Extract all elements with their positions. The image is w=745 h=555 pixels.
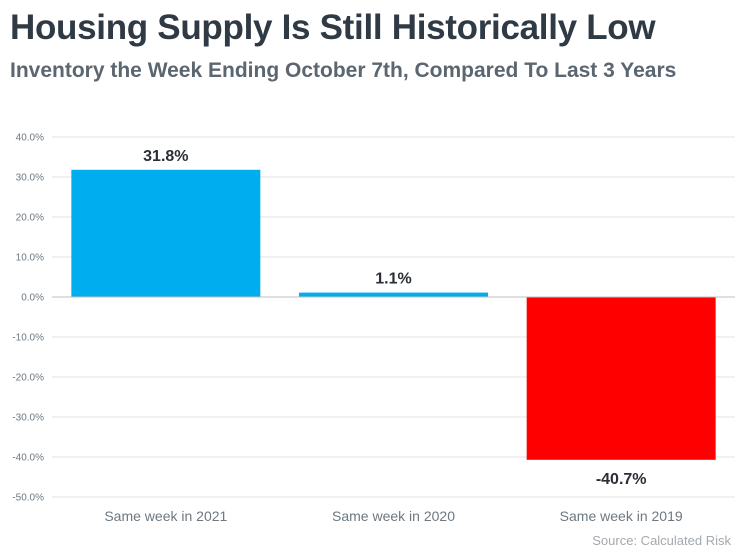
data-label: 31.8% bbox=[143, 148, 188, 165]
y-tick-label: -40.0% bbox=[12, 453, 44, 464]
x-category-label: Same week in 2020 bbox=[332, 508, 455, 524]
y-tick-label: 20.0% bbox=[16, 213, 44, 224]
data-labels: 31.8% 1.1% -40.7% bbox=[143, 148, 646, 488]
data-label: 1.1% bbox=[375, 271, 411, 288]
y-axis-tick-labels: 40.0% 30.0% 20.0% 10.0% 0.0% -10.0% -20.0% -30.… bbox=[12, 133, 44, 504]
bars bbox=[71, 169, 716, 460]
bar bbox=[526, 297, 716, 460]
y-tick-label: -30.0% bbox=[12, 413, 44, 424]
y-tick-label: 40.0% bbox=[16, 133, 44, 144]
y-tick-label: 30.0% bbox=[16, 173, 44, 184]
source-note: Source: Calculated Risk bbox=[592, 533, 731, 548]
chart-subtitle: Inventory the Week Ending October 7th, C… bbox=[10, 59, 677, 82]
x-category-label: Same week in 2019 bbox=[560, 508, 683, 524]
y-tick-label: 0.0% bbox=[21, 293, 44, 304]
bar bbox=[299, 292, 488, 297]
x-category-label: Same week in 2021 bbox=[104, 508, 227, 524]
data-label: -40.7% bbox=[596, 471, 647, 488]
x-axis-category-labels: Same week in 2021 Same week in 2020 Same w… bbox=[104, 508, 683, 524]
y-tick-label: 10.0% bbox=[16, 253, 44, 264]
chart-title: Housing Supply Is Still Historically Low bbox=[10, 8, 656, 47]
y-tick-label: -20.0% bbox=[12, 373, 44, 384]
y-tick-label: -50.0% bbox=[12, 493, 44, 504]
y-tick-label: -10.0% bbox=[12, 333, 44, 344]
bar bbox=[71, 169, 261, 297]
